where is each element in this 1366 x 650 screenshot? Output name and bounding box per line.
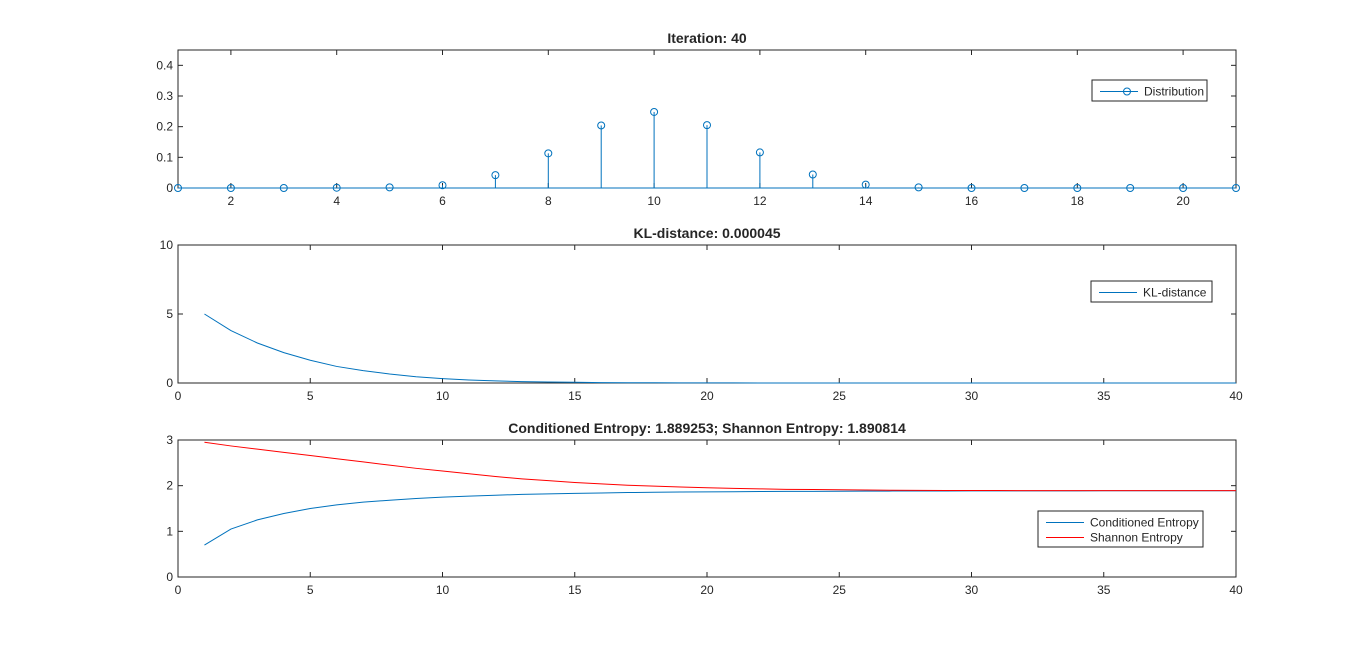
- stem-marker: [332, 183, 341, 192]
- stem-marker: [703, 121, 711, 130]
- y-tick-label: 3: [166, 433, 173, 447]
- x-tick-label: 10: [436, 583, 450, 597]
- legend-label: Shannon Entropy: [1090, 531, 1183, 545]
- x-tick-label: 35: [1097, 389, 1111, 403]
- x-tick-label: 18: [1071, 194, 1085, 208]
- y-tick-label: 0.4: [156, 58, 173, 72]
- stem-marker: [650, 107, 659, 116]
- stem-marker: [385, 183, 394, 192]
- x-tick-label: 10: [647, 194, 661, 208]
- x-tick-label: 5: [307, 389, 314, 403]
- y-tick-label: 0.2: [156, 120, 173, 134]
- x-tick-label: 8: [545, 194, 552, 208]
- stem-marker: [1020, 184, 1029, 192]
- x-tick-label: 6: [439, 194, 446, 208]
- legend-box: [1091, 79, 1208, 102]
- stem-marker: [438, 181, 447, 190]
- y-tick-label: 0.3: [156, 89, 173, 103]
- stem-marker: [755, 148, 764, 157]
- entropy-subplot: Conditioned Entropy: 1.889253; Shannon E…: [166, 420, 1243, 597]
- x-tick-label: 10: [436, 389, 450, 403]
- series-line-kl-distance: [204, 313, 1236, 384]
- legend-label: Conditioned Entropy: [1090, 516, 1199, 530]
- y-tick-label: 0: [166, 570, 173, 584]
- legend-box: [1090, 280, 1213, 303]
- x-tick-label: 14: [859, 194, 873, 208]
- axes-box: [177, 439, 1237, 578]
- x-tick-label: 16: [965, 194, 979, 208]
- legend-label: Distribution: [1144, 85, 1204, 99]
- x-tick-label: 4: [333, 194, 340, 208]
- y-tick-label: 1: [166, 524, 173, 538]
- x-tick-label: 25: [833, 389, 847, 403]
- legend: Distribution: [1091, 79, 1208, 102]
- stem-marker: [967, 184, 976, 192]
- x-tick-label: 15: [568, 389, 582, 403]
- x-tick-label: 30: [965, 583, 979, 597]
- distribution-title: Iteration: 40: [667, 30, 747, 46]
- y-tick-label: 0.1: [156, 150, 173, 164]
- stem-marker: [914, 183, 923, 192]
- distribution-subplot: Iteration: 40 2 4 6 8 10 12 14 16 18 20 0 0.1 0.2 0.3…: [156, 30, 1240, 208]
- y-tick-label: 10: [160, 238, 174, 252]
- x-tick-label: 5: [307, 583, 314, 597]
- stem-marker: [597, 121, 606, 130]
- axes-box: [177, 244, 1237, 384]
- legend-marker: [1123, 87, 1131, 96]
- stem-marker: [1232, 184, 1240, 192]
- y-tick-label: 0: [166, 376, 173, 390]
- x-tick-label: 0: [175, 389, 182, 403]
- entropy-title: Conditioned Entropy: 1.889253; Shannon E…: [508, 420, 906, 436]
- legend-box: [1037, 510, 1204, 548]
- x-tick-label: 30: [965, 389, 979, 403]
- x-tick-label: 2: [228, 194, 235, 208]
- x-tick-label: 0: [175, 583, 182, 597]
- stem-marker: [544, 149, 553, 158]
- x-tick-label: 12: [753, 194, 767, 208]
- stem-marker: [279, 184, 288, 192]
- x-tick-label: 25: [833, 583, 847, 597]
- x-tick-label: 40: [1229, 389, 1243, 403]
- x-tick-label: 40: [1229, 583, 1243, 597]
- stem-marker: [808, 170, 817, 179]
- legend-label: KL-distance: [1143, 286, 1207, 300]
- kl-distance-title: KL-distance: 0.000045: [633, 225, 780, 241]
- x-tick-label: 15: [568, 583, 582, 597]
- stem-marker: [1073, 184, 1082, 192]
- x-tick-label: 20: [700, 389, 714, 403]
- x-tick-label: 20: [1176, 194, 1190, 208]
- x-tick-label: 20: [700, 583, 714, 597]
- x-tick-label: 35: [1097, 583, 1111, 597]
- stem-marker: [1179, 184, 1188, 192]
- y-tick-label: 2: [166, 479, 173, 493]
- stem-marker: [491, 171, 500, 180]
- series-line-shannon-entropy: [204, 441, 1236, 492]
- stem-marker: [226, 184, 235, 192]
- y-tick-label: 0: [166, 181, 173, 195]
- stem-marker: [861, 180, 870, 189]
- legend: KL-distance: [1090, 280, 1213, 303]
- stem-marker: [1126, 184, 1135, 192]
- kl-distance-subplot: KL-distance: 0.000045 0 5 10 15 20 25 30 35 40 0 5…: [160, 225, 1243, 403]
- y-tick-label: 5: [166, 307, 173, 321]
- stem-marker: [174, 184, 182, 192]
